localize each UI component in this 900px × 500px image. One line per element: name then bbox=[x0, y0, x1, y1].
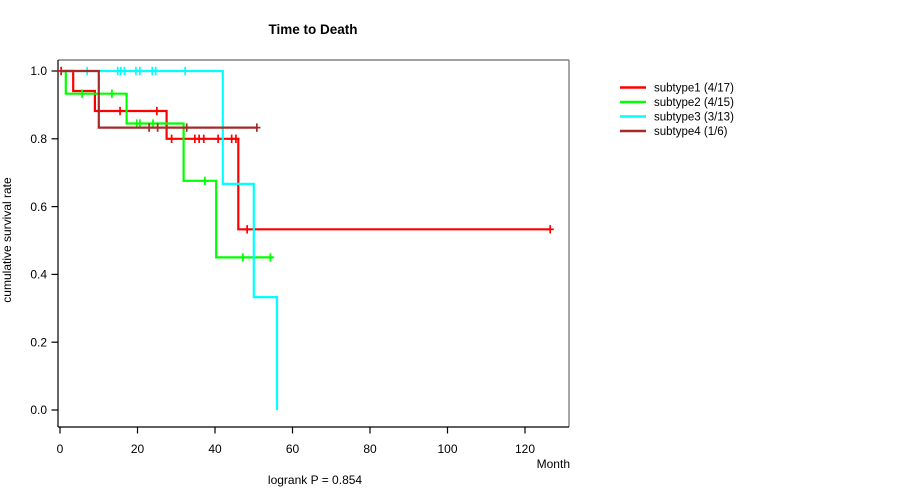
legend-label-subtype2: subtype2 (4/15) bbox=[654, 97, 734, 109]
y-tick-label: 0.8 bbox=[30, 132, 47, 146]
legend-label-subtype3: subtype3 (3/13) bbox=[654, 112, 734, 124]
x-tick-label: 80 bbox=[363, 442, 377, 456]
y-tick-label: 0.2 bbox=[30, 335, 47, 349]
y-axis-label: cumulative survival rate bbox=[0, 177, 14, 303]
y-tick-label: 0.0 bbox=[30, 403, 47, 417]
x-tick-label: 120 bbox=[515, 442, 535, 456]
x-tick-label: 20 bbox=[131, 442, 145, 456]
x-tick-label: 0 bbox=[57, 442, 64, 456]
y-tick-label: 0.6 bbox=[30, 200, 47, 214]
y-tick-label: 0.4 bbox=[30, 268, 47, 282]
footnote-logrank: logrank P = 0.854 bbox=[268, 473, 363, 487]
legend-label-subtype1: subtype1 (4/17) bbox=[654, 83, 734, 95]
survival-curve-subtype3 bbox=[60, 69, 279, 410]
y-tick-label: 1.0 bbox=[30, 64, 47, 78]
x-tick-label: 100 bbox=[437, 442, 457, 456]
x-axis-label: Month bbox=[537, 457, 570, 471]
chart-title: Time to Death bbox=[268, 22, 357, 37]
survival-curve-subtype1 bbox=[60, 69, 551, 231]
x-tick-label: 40 bbox=[208, 442, 222, 456]
survival-curve-subtype4 bbox=[60, 69, 257, 129]
legend-label-subtype4: subtype4 (1/6) bbox=[654, 126, 728, 138]
x-tick-label: 60 bbox=[286, 442, 300, 456]
